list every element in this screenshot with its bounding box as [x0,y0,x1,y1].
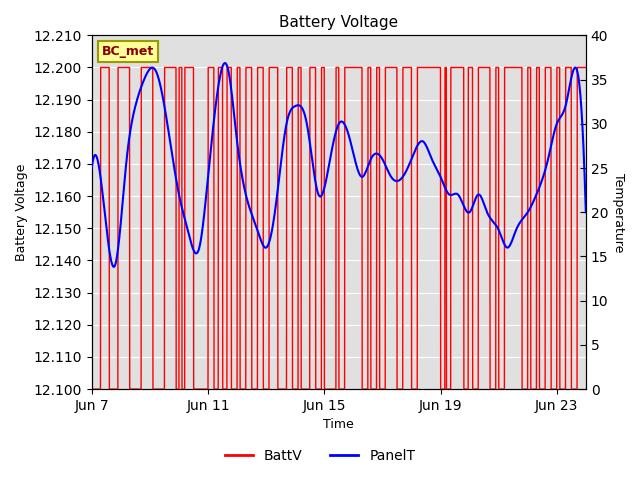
Legend: BattV, PanelT: BattV, PanelT [220,443,420,468]
X-axis label: Time: Time [323,419,354,432]
Title: Battery Voltage: Battery Voltage [279,15,398,30]
Y-axis label: Temperature: Temperature [612,172,625,252]
Y-axis label: Battery Voltage: Battery Voltage [15,164,28,261]
Text: BC_met: BC_met [102,45,154,58]
